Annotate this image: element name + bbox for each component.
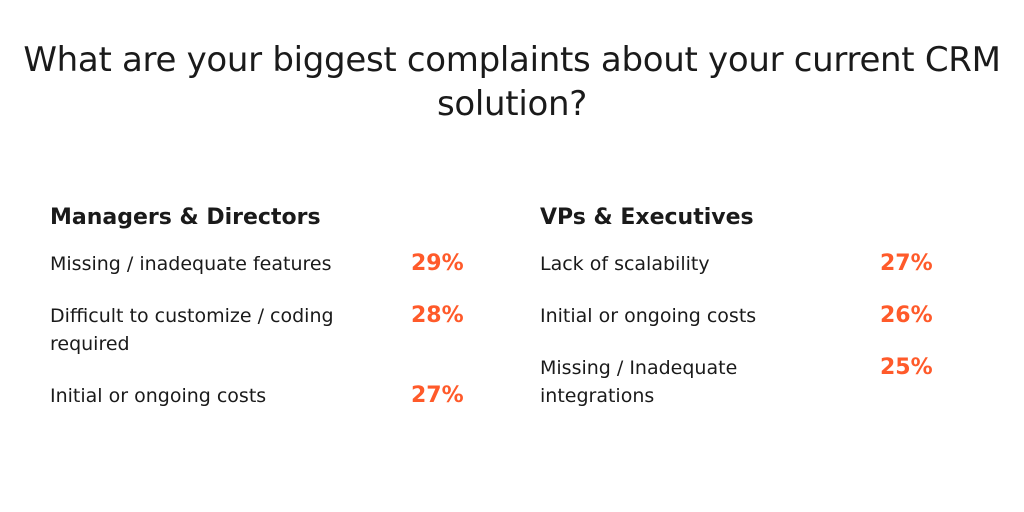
- list-item: Initial or ongoing costs 26%: [540, 302, 960, 354]
- list-item: Missing / Inadequate integrations 25%: [540, 354, 960, 410]
- item-value: 29%: [411, 251, 464, 276]
- list-item: Difficult to customize / coding required…: [50, 302, 480, 382]
- group-heading: Managers & Directors: [50, 205, 321, 230]
- item-label: Initial or ongoing costs: [50, 385, 267, 407]
- list-item: Missing / inadequate features 29%: [50, 250, 480, 302]
- item-value: 25%: [880, 355, 933, 380]
- item-label: Missing / Inadequate integrations: [540, 357, 738, 407]
- item-value: 26%: [880, 303, 933, 328]
- list-item: Initial or ongoing costs 27%: [50, 382, 480, 410]
- group-managers-directors: Managers & Directors Missing / inadequat…: [50, 200, 480, 410]
- item-label: Difficult to customize / coding required: [50, 305, 334, 355]
- item-value: 28%: [411, 303, 464, 328]
- item-value: 27%: [411, 383, 464, 408]
- group-heading: VPs & Executives: [540, 205, 754, 230]
- group-vps-executives: VPs & Executives Lack of scalability 27%…: [540, 200, 960, 410]
- page-title: What are your biggest complaints about y…: [23, 40, 1001, 124]
- item-label: Lack of scalability: [540, 253, 710, 275]
- item-value: 27%: [880, 251, 933, 276]
- list-item: Lack of scalability 27%: [540, 250, 960, 302]
- item-label: Initial or ongoing costs: [540, 305, 757, 327]
- item-label: Missing / inadequate features: [50, 253, 332, 275]
